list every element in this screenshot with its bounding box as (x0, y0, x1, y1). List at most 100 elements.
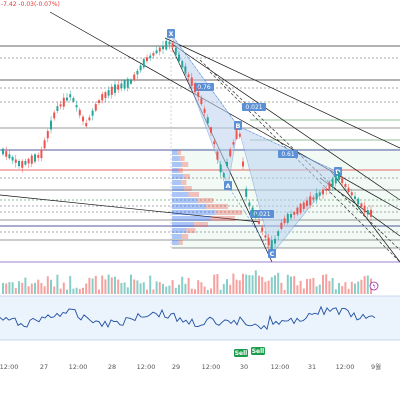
volume-bar (347, 288, 350, 294)
volume-bar (248, 275, 251, 294)
candle-body (267, 237, 270, 246)
candle-body (200, 98, 203, 105)
alert-icon[interactable] (369, 281, 379, 291)
candle-body (248, 202, 251, 207)
candle-body (165, 40, 168, 50)
volume-bar (229, 284, 232, 294)
candle-body (91, 110, 94, 116)
volume-bar (190, 288, 193, 294)
volume-bar (142, 282, 145, 294)
volume-bar (62, 282, 65, 294)
x-tick-label: 9월 (371, 362, 381, 371)
candle-body (235, 130, 238, 139)
volume-bar (126, 287, 129, 294)
volume-bar (117, 279, 120, 294)
signal-label: Sell (252, 348, 265, 355)
volume-bar (146, 289, 148, 294)
candle-body (146, 57, 148, 62)
volume-bar (5, 283, 8, 294)
candle-body (187, 74, 190, 77)
candle-body (334, 175, 337, 184)
volume-bar (152, 289, 155, 294)
volume-profile-bar (172, 156, 180, 161)
volume-bar (363, 276, 366, 294)
volume-bar (296, 285, 299, 294)
volume-bar (110, 277, 113, 294)
candle-body (181, 61, 184, 68)
x-axis: 12:00 27 12:00 28 12:00 29 12:00 30 12:00 31 12:00… (0, 362, 381, 371)
volume-profile-bar (172, 168, 179, 173)
candle-body (322, 189, 324, 195)
fib-label-box (278, 150, 298, 158)
candle-body (152, 52, 155, 56)
candle-body (306, 200, 308, 206)
volume-profile-bar (172, 150, 178, 155)
volume-bar (91, 278, 94, 294)
volume-profile-bar (178, 168, 183, 173)
fib-label: 0.61 (281, 151, 295, 158)
volume-bar (312, 277, 315, 294)
volume-bar (53, 286, 56, 294)
candle-body (133, 74, 136, 81)
pattern-ratio-line (170, 33, 239, 127)
volume-profile-bar (206, 204, 228, 209)
candle-body (53, 112, 56, 119)
candle-body (299, 203, 302, 213)
fib-label: 0.021 (245, 104, 262, 111)
candle-body (14, 159, 17, 163)
candle-body (34, 154, 36, 162)
pattern-point-label: C (270, 250, 275, 258)
signal-label-box (251, 347, 265, 355)
volume-bar (309, 278, 312, 294)
volume-profile (172, 150, 243, 245)
volume-bar (123, 282, 126, 294)
volume-bar (286, 274, 289, 294)
volume-profile-bar (172, 234, 182, 239)
volume-bar (302, 288, 305, 294)
candle-body (8, 154, 11, 159)
candle-body (46, 130, 49, 139)
candle-body (354, 196, 356, 199)
signal-label-box (234, 349, 248, 357)
volume-bar (197, 280, 200, 294)
pattern-point-box (224, 181, 232, 190)
volume-bar (104, 279, 107, 294)
candle-body (66, 97, 68, 101)
candle-body (27, 158, 30, 164)
volume-profile-bar (172, 192, 189, 197)
candle-body (331, 179, 334, 187)
candle-body (94, 104, 97, 111)
volume-bar (24, 277, 27, 294)
volume-profile-bar (186, 228, 196, 233)
candle-body (197, 92, 200, 97)
volume-bar (354, 283, 356, 294)
candle-body (286, 213, 289, 223)
volume-bar (315, 286, 318, 294)
candle-body (2, 148, 4, 155)
volume-bar (184, 283, 187, 294)
volume-bar (165, 286, 168, 294)
candle-body (264, 235, 267, 238)
volume-bar (325, 274, 328, 294)
x-tick-label: 12:00 (0, 363, 18, 371)
volume-bar (50, 279, 52, 294)
volume-profile-bar (210, 216, 235, 221)
candle-body (117, 84, 120, 90)
volume-bar (299, 280, 302, 294)
candle-body (75, 105, 78, 108)
candle-body (232, 142, 235, 145)
candle-body (50, 120, 52, 130)
volume-bar (101, 275, 104, 294)
candle-body (194, 83, 196, 93)
x-tick-label: 12:00 (271, 363, 290, 371)
candle-body (222, 173, 225, 178)
volume-bar (318, 284, 321, 294)
volume-bar (181, 276, 184, 294)
volume-profile-bar (184, 186, 192, 191)
volume-bar (174, 287, 177, 294)
pattern-point-box (167, 29, 175, 38)
volume-profile-bar (172, 198, 198, 203)
candle-body (18, 160, 20, 167)
fib-label-box (194, 83, 214, 91)
